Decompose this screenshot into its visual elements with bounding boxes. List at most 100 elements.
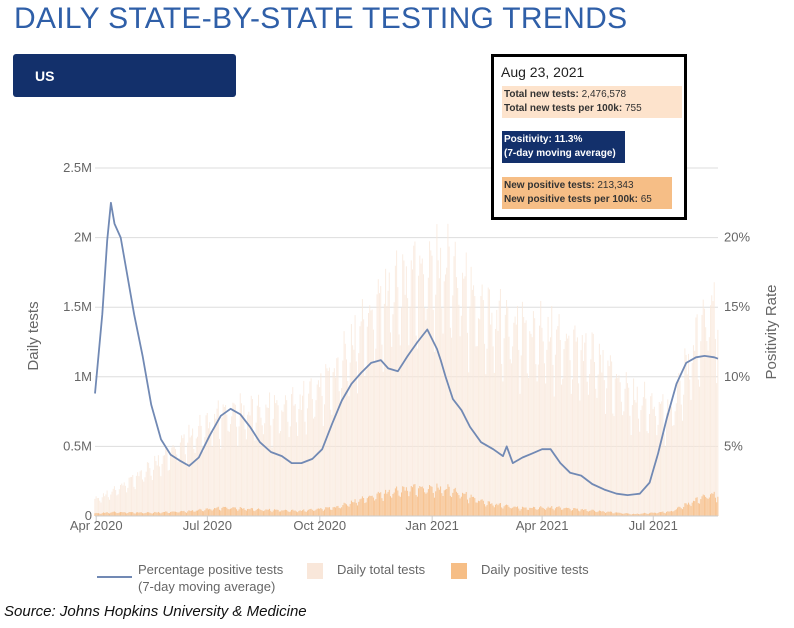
daily-positive-tests-bar <box>354 499 356 516</box>
daily-total-tests-bar <box>689 379 691 516</box>
daily-total-tests-bar <box>499 289 501 516</box>
daily-positive-tests-bar <box>186 512 187 516</box>
daily-total-tests-bar <box>512 346 514 516</box>
daily-positive-tests-bar <box>151 513 153 516</box>
daily-positive-tests-bar <box>438 489 440 516</box>
daily-positive-tests-bar <box>425 493 427 516</box>
daily-positive-tests-bar <box>262 511 264 516</box>
daily-positive-tests-bar <box>207 509 209 516</box>
daily-total-tests-bar <box>653 406 655 516</box>
daily-positive-tests-bar <box>641 513 643 516</box>
daily-total-tests-bar <box>673 425 675 516</box>
daily-total-tests-bar <box>514 316 516 516</box>
daily-total-tests-bar <box>465 252 467 516</box>
daily-positive-tests-bar <box>419 486 421 516</box>
daily-total-tests-bar <box>529 331 531 516</box>
daily-positive-tests-bar <box>655 512 657 516</box>
daily-total-tests-bar <box>350 324 352 516</box>
daily-total-tests-bar <box>470 266 472 516</box>
daily-positive-tests-bar <box>203 511 205 516</box>
daily-total-tests-bar <box>669 406 671 516</box>
testing-trends-chart[interactable]: 0 0.5M 1M 1.5M 2M 2.5M 5% 10% 15% 20% Apr 2020 Jul … <box>0 120 794 600</box>
daily-positive-tests-bar <box>471 496 473 516</box>
region-selector[interactable]: US <box>13 54 236 97</box>
daily-total-tests-bar <box>506 299 508 516</box>
daily-positive-tests-bar <box>414 484 416 516</box>
daily-positive-tests-bar <box>469 497 471 516</box>
daily-total-tests-bar <box>98 497 100 516</box>
daily-positive-tests-bar <box>463 493 465 516</box>
daily-total-tests-bar <box>678 373 680 516</box>
daily-positive-tests-bar <box>148 512 150 516</box>
daily-total-tests-bar <box>540 300 542 516</box>
daily-positive-tests-bar <box>570 510 572 516</box>
daily-positive-tests-bar <box>510 508 512 516</box>
daily-positive-tests-bar <box>117 513 119 516</box>
daily-positive-tests-bar <box>455 491 457 516</box>
daily-total-tests-bar <box>363 319 365 516</box>
daily-total-tests-bar <box>276 400 278 516</box>
daily-positive-tests-bar <box>464 493 466 516</box>
daily-total-tests-bar <box>578 383 580 516</box>
daily-total-tests-bar <box>546 349 548 516</box>
daily-total-tests-bar <box>162 455 164 516</box>
legend-swatch-positive-tests[interactable] <box>451 563 467 579</box>
daily-total-tests-bar <box>342 360 344 516</box>
daily-total-tests-bar <box>354 315 356 516</box>
daily-positive-tests-bar <box>375 499 377 516</box>
daily-total-tests-bar <box>482 300 484 516</box>
daily-positive-tests-bar <box>380 492 382 516</box>
daily-positive-tests-bar <box>548 507 550 516</box>
daily-total-tests-bar <box>574 325 576 516</box>
daily-positive-tests-bar <box>322 510 324 516</box>
daily-positive-tests-bar <box>201 511 203 516</box>
daily-positive-tests-bar <box>234 507 236 516</box>
daily-positive-tests-bar <box>605 512 606 516</box>
daily-total-tests-bar <box>440 247 442 516</box>
daily-total-tests-bar <box>436 224 438 517</box>
daily-total-tests-bar <box>429 241 431 516</box>
daily-positive-tests-bar <box>650 512 652 516</box>
daily-total-tests-bar <box>391 346 393 516</box>
daily-positive-tests-bar <box>685 503 687 516</box>
daily-total-tests-bar <box>349 362 351 516</box>
daily-positive-tests-bar <box>501 507 503 516</box>
daily-positive-tests-bar <box>405 487 407 516</box>
daily-positive-tests-bar <box>598 510 600 516</box>
daily-positive-tests-bar <box>167 513 169 516</box>
daily-total-tests-bar <box>260 417 262 516</box>
daily-positive-tests-bar <box>611 511 613 516</box>
daily-total-tests-bar <box>308 393 310 516</box>
daily-positive-tests-bar <box>515 507 517 516</box>
daily-positive-tests-bar <box>512 507 514 516</box>
daily-positive-tests-bar <box>661 511 663 516</box>
daily-total-tests-bar <box>194 452 196 516</box>
daily-total-tests-bar <box>543 363 545 516</box>
daily-total-tests-bar <box>127 487 129 516</box>
daily-positive-tests-bar <box>102 512 104 516</box>
daily-positive-tests-bar <box>607 511 609 516</box>
daily-total-tests-bar <box>607 360 609 516</box>
y-tick-label: 1M <box>74 369 92 384</box>
legend-swatch-total-tests[interactable] <box>307 563 323 579</box>
daily-total-tests-bar <box>426 308 428 516</box>
daily-positive-tests-bar <box>581 508 583 516</box>
daily-total-tests-bar <box>501 363 503 516</box>
daily-total-tests-bar <box>157 455 159 516</box>
daily-total-tests-bar <box>651 393 653 516</box>
daily-total-tests-bar <box>631 405 633 516</box>
daily-total-tests-bar <box>218 438 220 516</box>
daily-total-tests-bar <box>186 466 187 516</box>
daily-total-tests-bar <box>587 394 589 516</box>
daily-total-tests-bar <box>608 366 610 516</box>
daily-total-tests-bar <box>121 483 123 516</box>
daily-total-tests-bar <box>159 466 161 516</box>
daily-total-tests-bar <box>525 320 527 516</box>
daily-positive-tests-bar <box>337 505 339 516</box>
daily-total-tests-bar <box>175 449 176 516</box>
daily-total-tests-bar <box>611 361 613 516</box>
daily-positive-tests-bar <box>121 512 123 516</box>
daily-positive-tests-bar <box>458 495 460 516</box>
daily-positive-tests-bar <box>521 506 523 516</box>
positivity-line[interactable] <box>94 201 719 497</box>
